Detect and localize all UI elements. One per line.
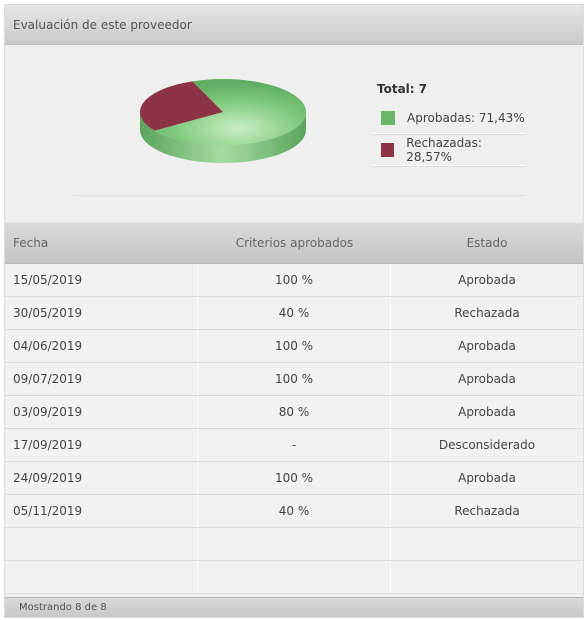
cell-criteria: 80 %: [198, 396, 391, 428]
cell-date: 30/05/2019: [5, 297, 198, 329]
cell-criteria: 100 %: [198, 264, 391, 296]
table-row[interactable]: 09/07/2019 100 % Aprobada: [5, 363, 583, 396]
cell-status: Aprobada: [458, 471, 516, 485]
cell-date: 15/05/2019: [5, 264, 198, 296]
cell-criteria: [198, 528, 391, 560]
table-row[interactable]: 04/06/2019 100 % Aprobada: [5, 330, 583, 363]
cell-date: 05/11/2019: [5, 495, 198, 527]
table-row[interactable]: 24/09/2019 100 % Aprobada: [5, 462, 583, 495]
cell-status: Aprobada: [458, 339, 516, 353]
cell-criteria: 40 %: [198, 495, 391, 527]
pie-chart: [138, 75, 308, 165]
cell-date: 17/09/2019: [5, 429, 198, 461]
table-row[interactable]: 17/09/2019- Desconsiderado: [5, 429, 583, 462]
cell-status: Desconsiderado: [438, 438, 536, 452]
column-header-criteria[interactable]: Criterios aprobados: [235, 236, 354, 250]
cell-status: [391, 561, 583, 593]
cell-date: [5, 528, 198, 560]
table-row[interactable]: 05/11/2019 40 % Rechazada: [5, 495, 583, 528]
legend-swatch-rejected: [381, 142, 395, 157]
cell-status: Aprobada: [458, 273, 516, 287]
cell-status: Aprobada: [458, 405, 516, 419]
table-body: 15/05/2019 100 % Aprobada 30/05/2019 40 % Rec…: [5, 264, 583, 594]
legend-label-rejected: Rechazadas: 28,57%: [406, 135, 482, 164]
cell-status: Aprobada: [458, 372, 516, 386]
chart-divider: [73, 195, 525, 196]
pie-slice-approved[interactable]: [154, 79, 306, 145]
cell-date: [5, 561, 198, 593]
legend-total-label: Total:: [377, 82, 415, 96]
column-header-date[interactable]: Fecha: [13, 236, 49, 250]
cell-date: 03/09/2019: [5, 396, 198, 428]
cell-criteria: [198, 561, 391, 593]
panel-title: Evaluación de este proveedor: [5, 5, 583, 45]
table-header: Fecha Criterios aprobados Estado: [5, 222, 583, 264]
table-row[interactable]: [5, 561, 583, 594]
cell-criteria: -: [198, 429, 391, 461]
legend-swatch-approved: [381, 110, 395, 125]
table-footer-status: Mostrando 8 de 8: [5, 597, 583, 617]
legend-total-value: 7: [418, 82, 427, 96]
supplier-evaluation-panel: Evaluación de este proveedor Total: 7 Apr…: [4, 4, 584, 618]
chart-legend: Total: 7 Aprobadas: 71,43% Rechazadas: 28…: [373, 82, 525, 166]
legend-total: Total: 7: [373, 82, 525, 102]
legend-item-approved: Aprobadas: 71,43%: [373, 102, 525, 134]
cell-date: 09/07/2019: [5, 363, 198, 395]
table-row[interactable]: 30/05/2019 40 % Rechazada: [5, 297, 583, 330]
cell-status: [391, 528, 583, 560]
cell-criteria: 100 %: [198, 462, 391, 494]
chart-area: Total: 7 Aprobadas: 71,43% Rechazadas: 28…: [5, 45, 583, 222]
table-row[interactable]: [5, 528, 583, 561]
cell-criteria: 100 %: [198, 363, 391, 395]
table-row[interactable]: 03/09/2019 80 % Aprobada: [5, 396, 583, 429]
table-row[interactable]: 15/05/2019 100 % Aprobada: [5, 264, 583, 297]
column-header-status[interactable]: Estado: [466, 236, 508, 250]
cell-status: Rechazada: [454, 504, 520, 518]
legend-label-approved: Aprobadas: 71,43%: [407, 110, 525, 125]
cell-status: Rechazada: [454, 306, 520, 320]
legend-item-rejected: Rechazadas: 28,57%: [373, 134, 525, 166]
pie-slice-rejected[interactable]: [140, 81, 223, 131]
cell-date: 24/09/2019: [5, 462, 198, 494]
cell-date: 04/06/2019: [5, 330, 198, 362]
cell-criteria: 100 %: [198, 330, 391, 362]
cell-criteria: 40 %: [198, 297, 391, 329]
pie-side: [140, 112, 306, 163]
